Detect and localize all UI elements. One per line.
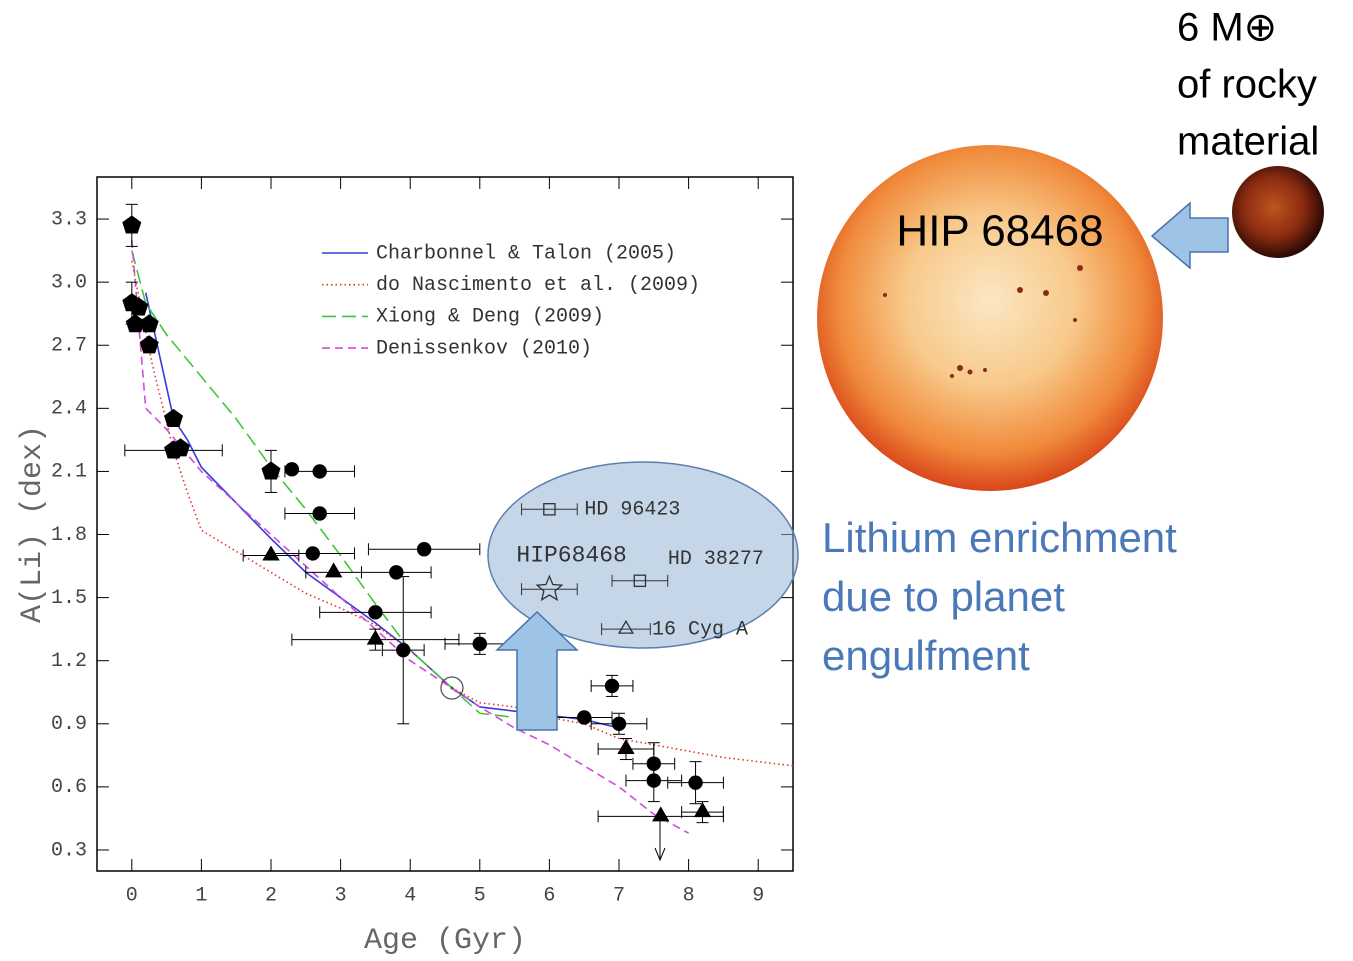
data-point	[312, 506, 327, 521]
data-point	[122, 215, 142, 234]
limit-arrow-head	[654, 847, 666, 862]
data-point	[261, 461, 281, 480]
sunspots	[883, 265, 1083, 378]
y-tick-label: 1.5	[51, 587, 87, 610]
highlight-ellipse	[487, 461, 799, 649]
plot: 0 1 2 3 4 5 6 7 8 9 0.3 0.6 0.9 1.2 1.5 1.8 2.1 2.4 2.7 3.0…	[51, 177, 794, 907]
data-point	[125, 314, 145, 333]
data-point	[577, 710, 592, 725]
y-tick-label: 0.9	[51, 713, 87, 736]
highlighted-star	[633, 574, 647, 588]
highlighted-star	[543, 503, 556, 516]
data-point	[688, 775, 703, 790]
y-tick-label: 2.4	[51, 398, 87, 421]
data-point	[389, 565, 404, 580]
star-label: HD 38277	[668, 548, 764, 571]
caption: engulfment	[822, 632, 1030, 679]
x-tick-label: 5	[474, 884, 486, 907]
legend-label: Xiong & Deng (2009)	[376, 306, 604, 329]
data-point	[139, 335, 159, 354]
highlight-group: HD 96423 HIP68468 HD 38277 16 Cyg A	[516, 499, 763, 642]
data-point	[262, 545, 280, 561]
data-point	[164, 408, 184, 427]
star-label: HIP68468	[516, 542, 626, 568]
data-point	[646, 773, 661, 788]
caption: due to planet	[822, 573, 1065, 620]
y-tick-label: 3.0	[51, 271, 87, 294]
y-tick-label: 1.8	[51, 524, 87, 547]
x-tick-label: 8	[683, 884, 695, 907]
x-tick-label: 9	[752, 884, 764, 907]
data-point	[604, 678, 620, 694]
planet-text: of rocky	[1177, 63, 1317, 107]
legend-label: Denissenkov (2010)	[376, 337, 592, 360]
y-tick-label: 3.3	[51, 208, 87, 231]
data-point	[129, 297, 149, 316]
highlighted-star	[617, 619, 635, 634]
x-tick-label: 7	[613, 884, 625, 907]
star-label: 16 Cyg A	[652, 618, 748, 641]
data-point	[171, 438, 191, 457]
data-point	[611, 716, 627, 731]
planet-mass: 6 M⊕	[1177, 6, 1277, 50]
data-point	[396, 642, 411, 658]
data-point	[472, 636, 487, 652]
y-tick-label: 1.2	[51, 650, 87, 673]
x-tick-label: 4	[404, 884, 416, 907]
x-tick-label: 2	[265, 884, 277, 907]
legend-label: do Nascimento et al. (2009)	[376, 274, 700, 297]
star-image	[817, 145, 1163, 491]
data-point	[139, 314, 159, 333]
caption: Lithium enrichment	[822, 514, 1177, 561]
data-point	[312, 464, 327, 479]
highlighted-star	[535, 574, 564, 602]
data-point	[416, 542, 432, 557]
planet-text: material	[1177, 120, 1319, 164]
y-tick-label: 2.7	[51, 335, 87, 358]
data-point	[652, 806, 670, 822]
data-point	[693, 802, 712, 818]
left-arrow	[1150, 201, 1229, 270]
data-point	[366, 629, 385, 645]
sun-point	[440, 676, 464, 700]
model-line	[131, 240, 689, 834]
x-tick-label: 3	[335, 884, 347, 907]
data-point	[617, 739, 635, 755]
y-tick-label: 0.6	[51, 776, 87, 799]
x-tick-label: 1	[195, 884, 207, 907]
x-tick-label: 0	[126, 884, 138, 907]
star-name: HIP 68468	[896, 207, 1103, 256]
legend-label: Charbonnel & Talon (2005)	[376, 242, 676, 265]
y-tick-label: 2.1	[51, 461, 87, 484]
data-point	[368, 605, 383, 620]
data-point	[324, 562, 343, 578]
sun-dot	[450, 686, 454, 690]
data-point	[305, 546, 320, 561]
x-tick-label: 6	[543, 884, 555, 907]
x-axis-label: Age (Gyr)	[364, 924, 526, 958]
planet-image	[1232, 166, 1324, 258]
plot-frame	[96, 176, 794, 872]
data-point	[284, 462, 300, 477]
star-label: HD 96423	[584, 499, 680, 522]
y-axis-label: A(Li) (dex)	[16, 425, 50, 623]
y-tick-label: 0.3	[51, 839, 87, 862]
up-arrow	[495, 610, 579, 731]
